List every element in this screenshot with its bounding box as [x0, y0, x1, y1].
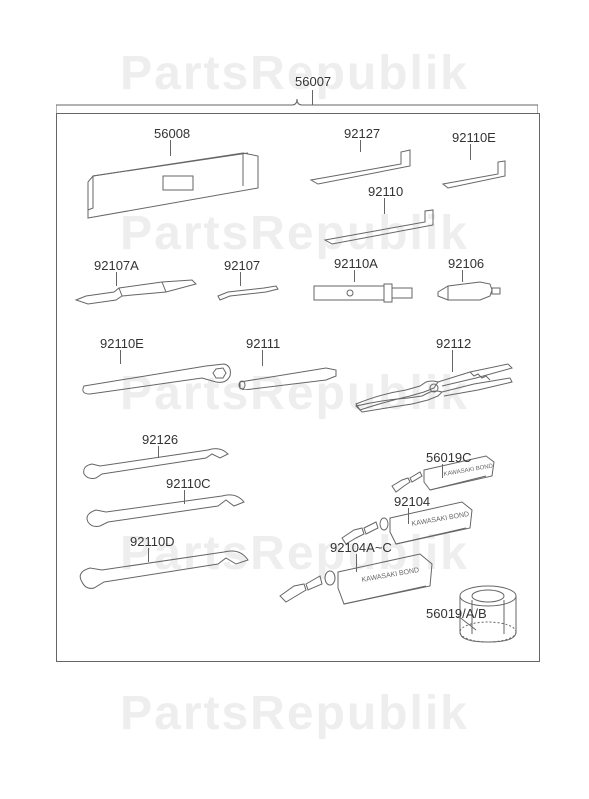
label-plugwr: 92110A [334, 256, 378, 271]
leader-bondC [442, 464, 443, 478]
hex-key-1 [306, 148, 426, 188]
hex-key-3 [320, 208, 450, 248]
leader-bar [262, 350, 263, 366]
leader-bt2 [408, 508, 409, 524]
leader-bag [170, 140, 171, 156]
label-bag: 56008 [154, 126, 190, 141]
label-bondtube2: 92104 [394, 494, 430, 509]
label-bondtube3: 92104A~C [330, 540, 392, 555]
leader-hex3 [384, 198, 385, 214]
box-wrench [76, 356, 236, 396]
leader-tape [456, 614, 480, 634]
svg-text:KAWASAKI BOND: KAWASAKI BOND [361, 567, 420, 584]
spanner-2 [82, 492, 252, 530]
pliers [350, 356, 520, 416]
label-hex2: 92110E [452, 130, 496, 145]
leader-plugwr [354, 270, 355, 282]
label-spanner2: 92110C [166, 476, 211, 491]
leader-driverA [116, 272, 117, 286]
leader-sp3 [148, 548, 149, 562]
svg-text:KAWASAKI BOND: KAWASAKI BOND [411, 511, 470, 528]
leader-boxwr [120, 350, 121, 364]
label-driver: 92107 [224, 258, 260, 273]
leader-bt3 [356, 554, 357, 572]
grip-handle [434, 276, 504, 306]
label-kit: 56007 [295, 74, 331, 89]
leader-driver [240, 272, 241, 286]
label-driverA: 92107A [94, 258, 139, 273]
label-grip: 92106 [448, 256, 484, 271]
bar-tool [236, 360, 346, 390]
plug-wrench [310, 276, 420, 306]
leader-grip [462, 270, 463, 282]
screwdriver-bit [216, 282, 286, 302]
screwdriver-a [74, 278, 204, 308]
spanner-3 [74, 548, 254, 592]
leader-sp1 [158, 446, 159, 458]
label-bondC: 56019C [426, 450, 472, 465]
hex-key-2 [438, 158, 518, 190]
label-bar: 92111 [246, 336, 280, 351]
leader-sp2 [184, 490, 185, 504]
label-boxwr: 92110E [100, 336, 144, 351]
label-hex3: 92110 [368, 184, 403, 199]
label-hex1: 92127 [344, 126, 380, 141]
leader-hex2 [470, 144, 471, 160]
svg-text:KAWASAKI BOND: KAWASAKI BOND [443, 463, 494, 478]
leader-hex1 [360, 140, 361, 152]
frame-brace [56, 95, 538, 115]
label-pliers: 92112 [436, 336, 471, 351]
label-spanner3: 92110D [130, 534, 175, 549]
label-spanner1: 92126 [142, 432, 178, 447]
leader-pliers [452, 350, 453, 372]
watermark-5: PartsRepublik [0, 686, 589, 741]
tool-bag [78, 148, 268, 228]
